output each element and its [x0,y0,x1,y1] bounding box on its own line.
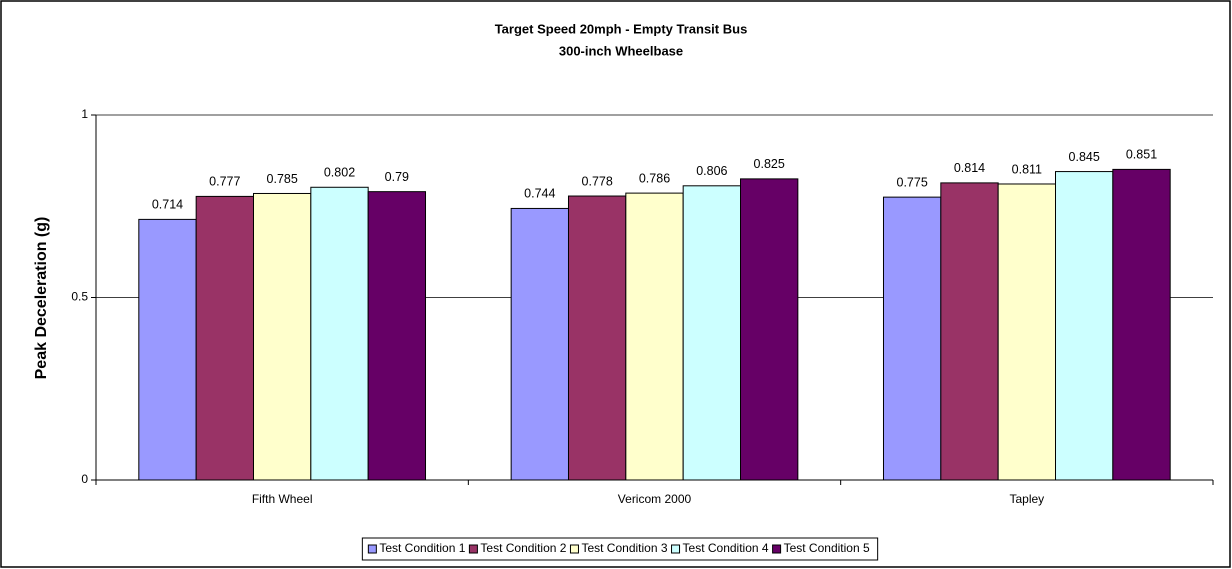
bar [195,195,254,481]
bar [367,191,427,481]
chart-subtitle: 300-inch Wheelbase [559,43,683,58]
bar [940,182,999,481]
bar [252,192,312,481]
legend-label: Test Condition 4 [683,541,769,555]
legend-swatch [468,544,478,554]
value-label: 0.806 [696,164,727,178]
bar [882,196,942,481]
value-label: 0.777 [209,175,240,189]
value-label: 0.79 [385,170,409,184]
legend-swatch [569,544,579,554]
legend-box [361,537,879,561]
x-tick-label: Tapley [1009,492,1044,506]
x-tick-label: Fifth Wheel [252,492,313,506]
value-label: 0.845 [1069,150,1100,164]
chart-title: Target Speed 20mph - Empty Transit Bus [495,21,748,36]
value-label: 0.811 [1012,162,1042,176]
legend-swatch [772,544,782,554]
legend-label: Test Condition 3 [581,541,667,555]
legend-label: Test Condition 1 [379,541,465,555]
bar [625,192,684,481]
value-label: 0.851 [1126,148,1157,162]
value-label: 0.825 [754,157,785,171]
y-axis-title: Peak Deceleration (g) [33,217,50,380]
bar [510,207,569,481]
bar [740,178,799,481]
value-label: 0.814 [954,161,985,175]
legend-swatch [367,544,377,554]
bar [138,218,197,481]
y-tick-label: 1 [81,107,88,121]
value-label: 0.785 [267,172,298,186]
legend-swatch [671,544,681,554]
bar [1112,168,1171,481]
bar [1055,171,1114,481]
y-tick-label: 0.5 [71,290,88,304]
bar [682,185,742,481]
x-tick-label: Vericom 2000 [618,492,692,506]
y-tick-label: 0 [81,472,88,486]
value-label: 0.802 [324,166,355,180]
value-label: 0.714 [152,198,183,212]
legend-label: Test Condition 2 [480,541,566,555]
bar [567,195,627,481]
value-label: 0.786 [639,171,670,185]
bar [310,186,369,481]
value-label: 0.775 [897,175,928,189]
value-label: 0.744 [524,187,555,201]
legend-label: Test Condition 5 [784,541,870,555]
bar [997,183,1057,481]
value-label: 0.778 [582,174,613,188]
